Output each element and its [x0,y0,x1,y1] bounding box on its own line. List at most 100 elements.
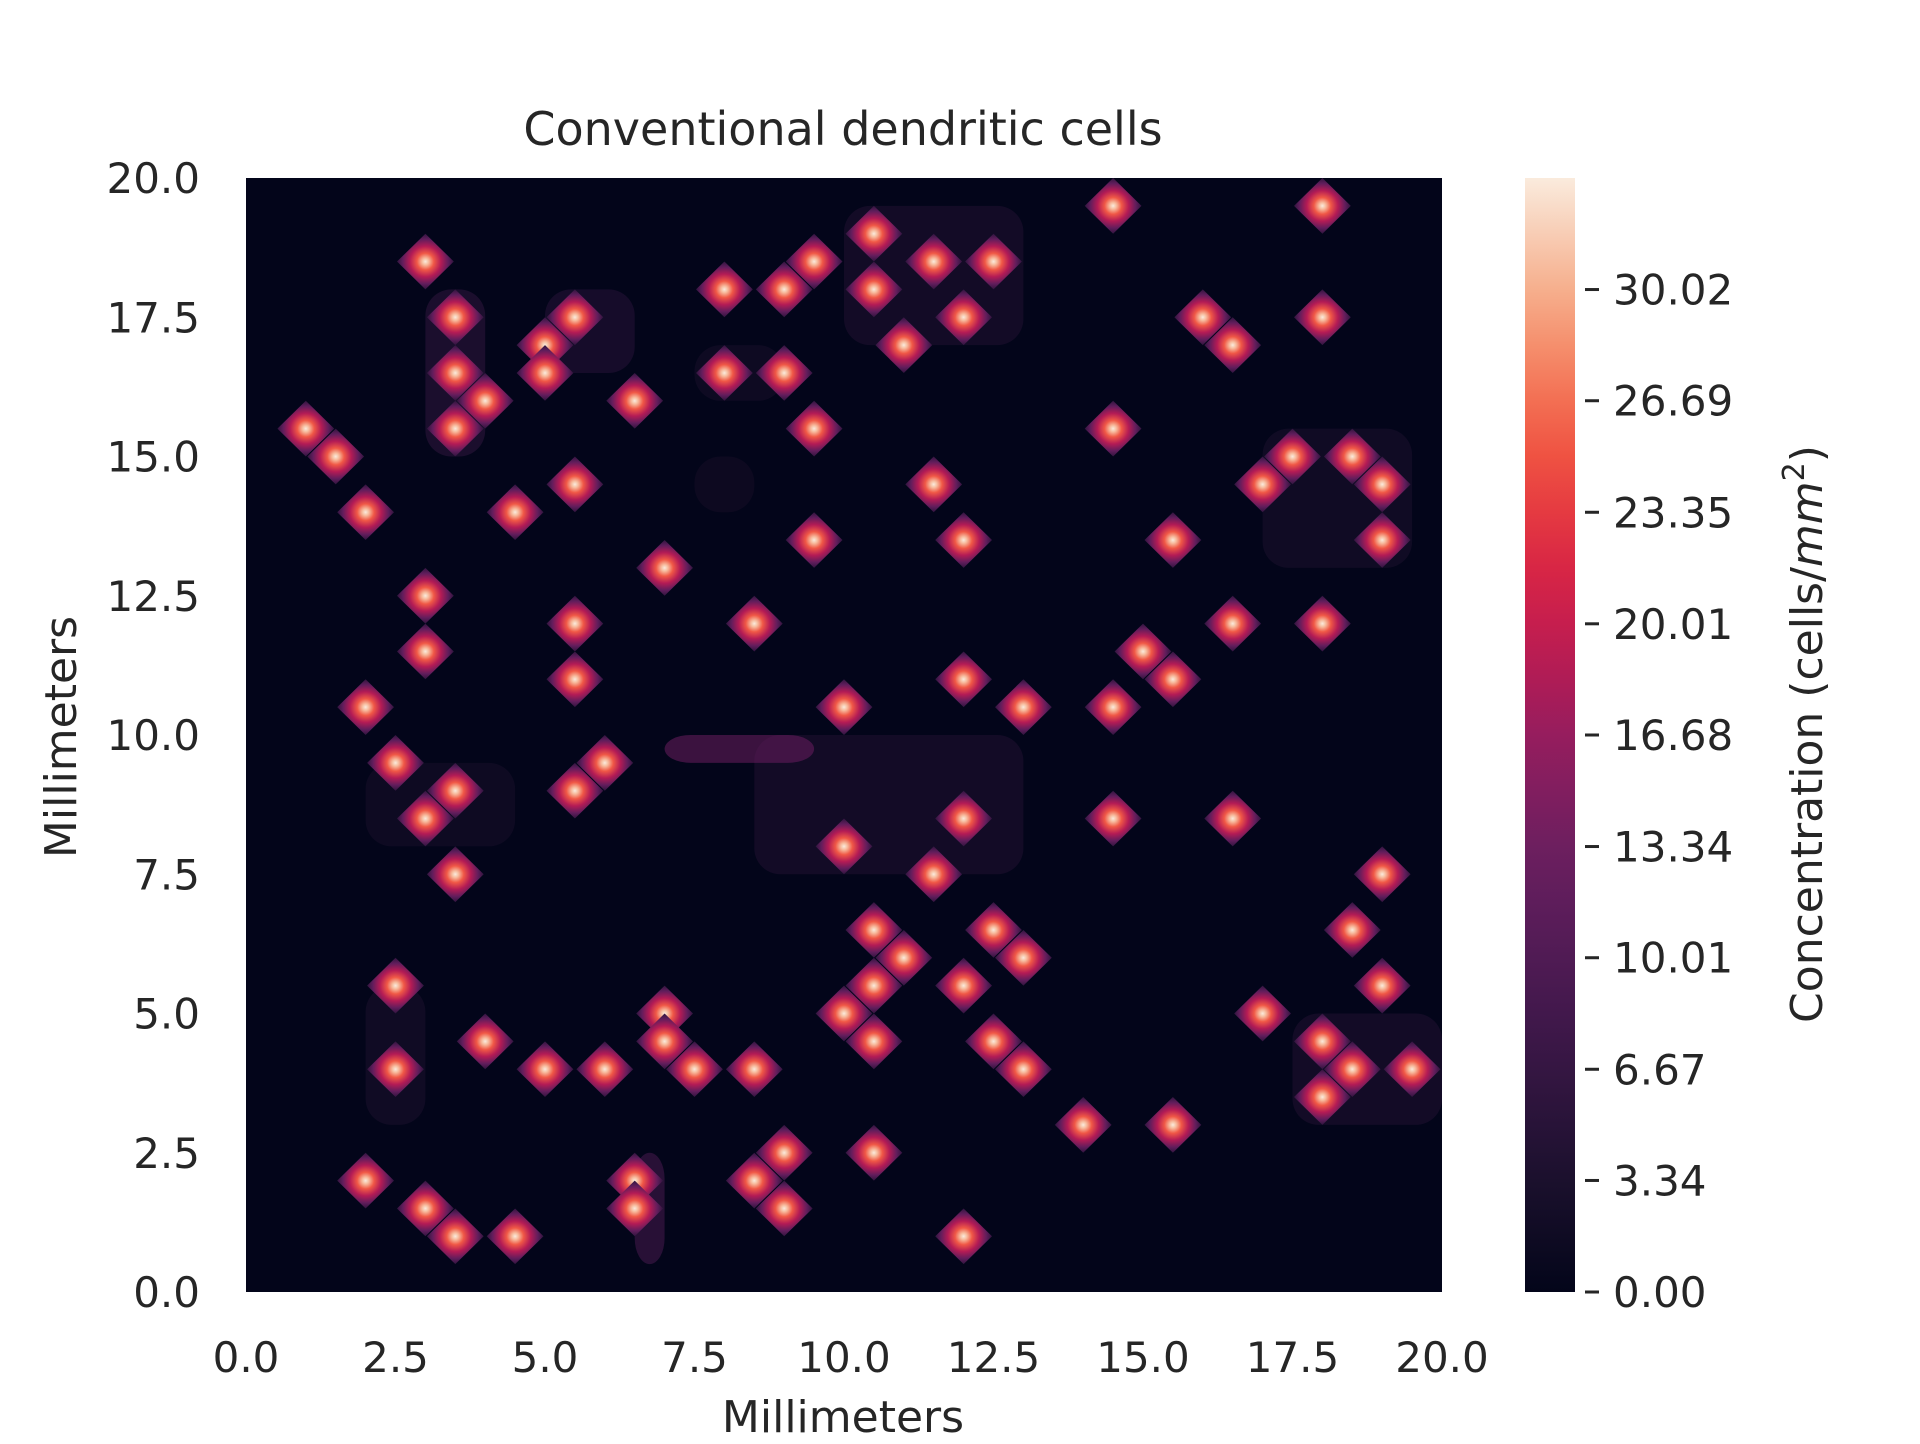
colorbar-label-exponent: 2 [1777,462,1812,481]
hotspot-peak [785,512,843,568]
hotspot-peak [845,957,903,1014]
colorbar-tick-label: 20.01 [1613,600,1733,649]
hotspot-peak [666,1041,723,1098]
colorbar-label: Concentration (cells/mm2) [1777,445,1833,1023]
y-tick-label: 2.5 [133,1129,200,1178]
colorbar-tick-label: 26.69 [1613,377,1733,426]
hotspot-peak [307,428,365,485]
hotspot-peak [396,567,454,624]
hotspot-peak [845,902,903,958]
hotspot-peak [486,1208,544,1265]
hotspot-peak [396,623,454,680]
hotspot-peak [1144,1097,1202,1153]
y-tick-label: 7.5 [133,850,200,899]
colorbar-tick-label: 23.35 [1613,488,1733,537]
colorbar-label-close: ) [1782,445,1833,462]
hotspot-peak [845,205,903,262]
x-tick-label: 7.5 [661,1333,728,1382]
hotspot-peak [935,957,993,1014]
hotspot-peak [456,372,514,429]
hotspot-peak [636,540,694,596]
hotspot-peak [1293,1013,1351,1070]
hotspot-peak [935,512,993,568]
hotspot-peak [725,1041,783,1098]
hotspot-peak [905,456,963,513]
colorbar-tick-label: 16.68 [1613,711,1733,760]
hotspot-peak [337,1152,395,1209]
hotspot-peak [815,818,873,875]
x-tick-label: 15.0 [1096,1333,1190,1382]
hotspot-peak [1054,1097,1112,1153]
hotspot-peak [486,484,544,541]
hotspot-peak [725,595,783,652]
hotspot-peak [725,1152,783,1209]
hotspot-peak [1204,595,1262,652]
hotspot-peak [367,957,424,1014]
hotspot-peak [1293,595,1351,652]
hotspot-peak [1353,456,1411,513]
x-tick-label: 12.5 [947,1333,1041,1382]
hotspot-peak [606,1180,664,1237]
x-tick-label: 20.0 [1395,1333,1489,1382]
hotspot-peak [1234,985,1292,1042]
colorbar-label-text: Concentration (cells/ [1782,567,1833,1023]
colorbar-tick-label: 6.67 [1613,1045,1707,1094]
hotspot-peak [516,345,574,401]
hotspot-peak [546,762,604,819]
hotspot-peak [546,456,604,513]
x-tick-label: 2.5 [362,1333,429,1382]
diffuse-region [664,735,815,763]
hotspot-peak [546,595,604,652]
hotspot-peak [935,790,993,847]
y-axis-ticks: 0.0 2.5 5.0 7.5 10.0 12.5 15.0 17.5 20.0 [106,154,200,1317]
hotspot-peak [1264,428,1321,485]
hotspot-peak [1234,456,1292,513]
x-axis-label: Millimeters [722,1392,964,1440]
hotspot-peak [994,929,1052,986]
hotspot-peak [994,1041,1052,1098]
x-tick-label: 5.0 [512,1333,579,1382]
hotspot-peak [636,1013,694,1070]
colorbar-tick-label: 0.00 [1613,1268,1707,1317]
diffuse-region [754,735,1024,875]
hotspot-peak [396,790,454,847]
hotspot-peak [426,400,484,457]
hotspot-peak [695,345,753,401]
hotspot-peak [1204,317,1262,373]
hotspot-peak [1323,1041,1381,1098]
colorbar-tick-label: 10.01 [1613,934,1733,983]
hotspot-peak [426,289,484,346]
colorbar-gradient [1525,178,1575,1292]
hotspot-peak [755,1180,813,1237]
y-tick-label: 10.0 [106,711,200,760]
hotspot-peak [1144,512,1202,568]
hotspot-peak [875,929,933,986]
chart-title: Conventional dendritic cells [523,102,1162,156]
hotspot-peak [546,289,604,346]
hotspot-peak [1204,790,1262,847]
hotspot-peak [606,372,664,429]
hotspot-peak [367,735,424,791]
hotspot-peak [1293,1069,1351,1125]
hotspot-peak [1353,846,1411,903]
hotspot-peak [965,233,1022,290]
hotspot-peak [546,651,604,708]
hotspot-peak [755,1124,813,1181]
hotspot-peak [935,1208,993,1265]
colorbar: 0.00 3.34 6.67 10.01 13.34 16.68 20.01 23.35 26.… [1525,178,1733,1317]
hotspot-peak [845,261,903,318]
hotspot-peak [576,1041,634,1098]
hotspot-peak [1084,790,1142,847]
colorbar-tick-label: 30.02 [1613,266,1733,315]
hotspot-peak [367,1041,424,1098]
hotspot-peak [426,846,484,903]
hotspot-peak [1084,178,1142,234]
y-tick-label: 12.5 [106,572,200,621]
hotspot-peak [426,345,484,401]
hotspot-peak [576,735,634,791]
hotspot-peak [695,261,753,318]
y-axis-label: Millimeters [36,616,87,858]
hotspot-peak [396,233,454,290]
hotspot-peak [905,233,963,290]
